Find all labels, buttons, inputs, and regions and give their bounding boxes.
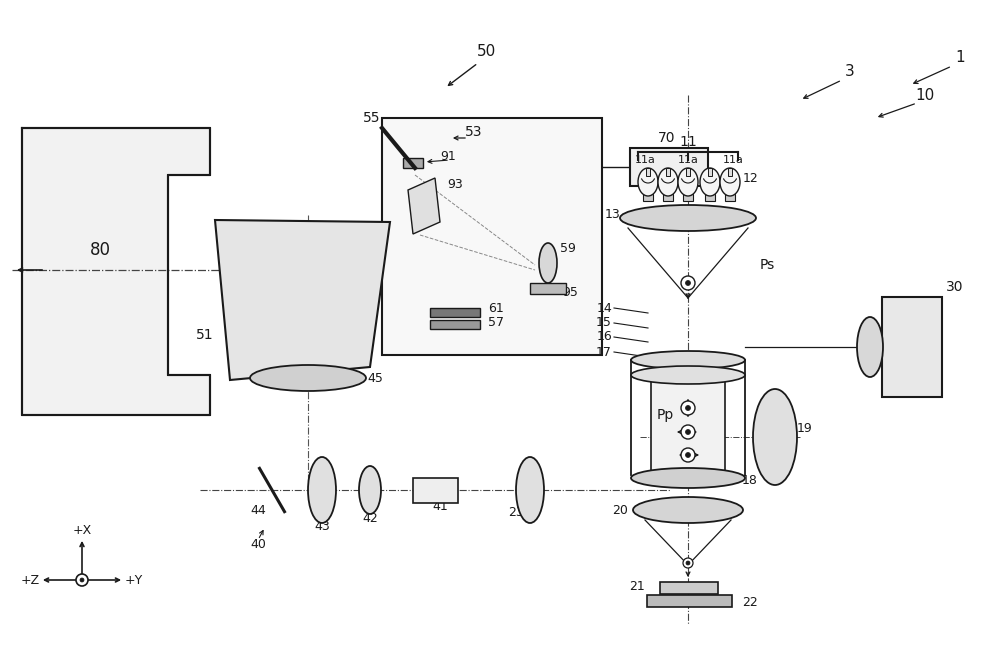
- Ellipse shape: [250, 365, 366, 391]
- Bar: [530, 283, 566, 294]
- Text: 3: 3: [845, 64, 855, 80]
- Bar: [728, 168, 732, 176]
- Text: 19: 19: [797, 422, 813, 434]
- Text: 11a: 11a: [635, 155, 655, 165]
- Text: 50: 50: [477, 44, 497, 60]
- Ellipse shape: [686, 561, 690, 565]
- Text: 22: 22: [742, 595, 758, 609]
- Bar: [725, 194, 735, 201]
- Text: 91: 91: [440, 151, 456, 164]
- Bar: [683, 194, 693, 201]
- Ellipse shape: [516, 457, 544, 523]
- Bar: [686, 168, 690, 176]
- Bar: [882, 297, 942, 397]
- Text: 15: 15: [596, 316, 612, 330]
- Ellipse shape: [686, 453, 690, 457]
- Text: 80: 80: [90, 241, 110, 259]
- Text: 11a: 11a: [678, 155, 698, 165]
- Ellipse shape: [631, 351, 745, 369]
- Bar: [430, 320, 480, 329]
- Bar: [382, 118, 602, 355]
- Text: 1: 1: [955, 50, 965, 66]
- Text: 11: 11: [679, 135, 697, 149]
- Text: Pp: Pp: [657, 408, 674, 422]
- Text: +Y: +Y: [125, 573, 143, 587]
- Text: 57: 57: [488, 316, 504, 330]
- Text: 21: 21: [629, 579, 645, 593]
- Text: 18: 18: [742, 473, 758, 487]
- Ellipse shape: [686, 430, 690, 434]
- Text: 93: 93: [447, 178, 463, 192]
- Ellipse shape: [658, 168, 678, 196]
- Text: 61: 61: [488, 302, 504, 314]
- Text: 42: 42: [362, 511, 378, 524]
- Text: 55: 55: [363, 111, 381, 125]
- Ellipse shape: [631, 366, 745, 384]
- Ellipse shape: [638, 168, 658, 196]
- Bar: [403, 158, 423, 168]
- Ellipse shape: [620, 205, 756, 231]
- Text: 53: 53: [465, 125, 482, 139]
- Text: 14: 14: [596, 302, 612, 314]
- Ellipse shape: [683, 558, 693, 568]
- Ellipse shape: [681, 276, 695, 290]
- Text: 51: 51: [196, 328, 214, 342]
- Bar: [708, 168, 712, 176]
- Bar: [651, 375, 725, 475]
- Bar: [643, 194, 653, 201]
- Ellipse shape: [633, 497, 743, 523]
- Ellipse shape: [359, 466, 381, 514]
- Text: 13: 13: [604, 208, 620, 221]
- Text: 30: 30: [946, 280, 964, 294]
- Text: 20: 20: [612, 503, 628, 516]
- Text: 44: 44: [250, 503, 266, 516]
- Text: +Z: +Z: [20, 573, 40, 587]
- Ellipse shape: [700, 168, 720, 196]
- Text: +X: +X: [72, 524, 92, 536]
- Text: 43: 43: [314, 520, 330, 534]
- Text: 45: 45: [367, 371, 383, 385]
- Ellipse shape: [686, 406, 690, 410]
- Bar: [413, 478, 458, 503]
- Ellipse shape: [539, 243, 557, 283]
- Bar: [705, 194, 715, 201]
- Text: 12: 12: [743, 172, 759, 184]
- Text: 59: 59: [560, 241, 576, 255]
- Ellipse shape: [686, 280, 690, 286]
- Ellipse shape: [720, 168, 740, 196]
- Polygon shape: [215, 220, 390, 380]
- Ellipse shape: [678, 168, 698, 196]
- Ellipse shape: [681, 401, 695, 415]
- Bar: [430, 308, 480, 317]
- Ellipse shape: [76, 574, 88, 586]
- Text: 40: 40: [250, 538, 266, 552]
- Text: 95: 95: [562, 286, 578, 300]
- Ellipse shape: [631, 468, 745, 488]
- Bar: [660, 582, 718, 594]
- Text: 41: 41: [432, 501, 448, 514]
- Text: 11a: 11a: [723, 155, 743, 165]
- Text: 70: 70: [658, 131, 676, 145]
- Text: 17: 17: [596, 345, 612, 359]
- Bar: [630, 148, 708, 186]
- Text: 16: 16: [596, 330, 612, 343]
- Ellipse shape: [681, 448, 695, 462]
- Text: 23: 23: [508, 507, 524, 520]
- Text: Ps: Ps: [760, 258, 775, 272]
- Bar: [666, 168, 670, 176]
- Polygon shape: [22, 128, 210, 415]
- Ellipse shape: [80, 578, 84, 582]
- Ellipse shape: [857, 317, 883, 377]
- Ellipse shape: [753, 389, 797, 485]
- Ellipse shape: [681, 425, 695, 439]
- Ellipse shape: [308, 457, 336, 523]
- Bar: [646, 168, 650, 176]
- Bar: [647, 595, 732, 607]
- Text: 10: 10: [915, 88, 935, 103]
- Polygon shape: [408, 178, 440, 234]
- Bar: [663, 194, 673, 201]
